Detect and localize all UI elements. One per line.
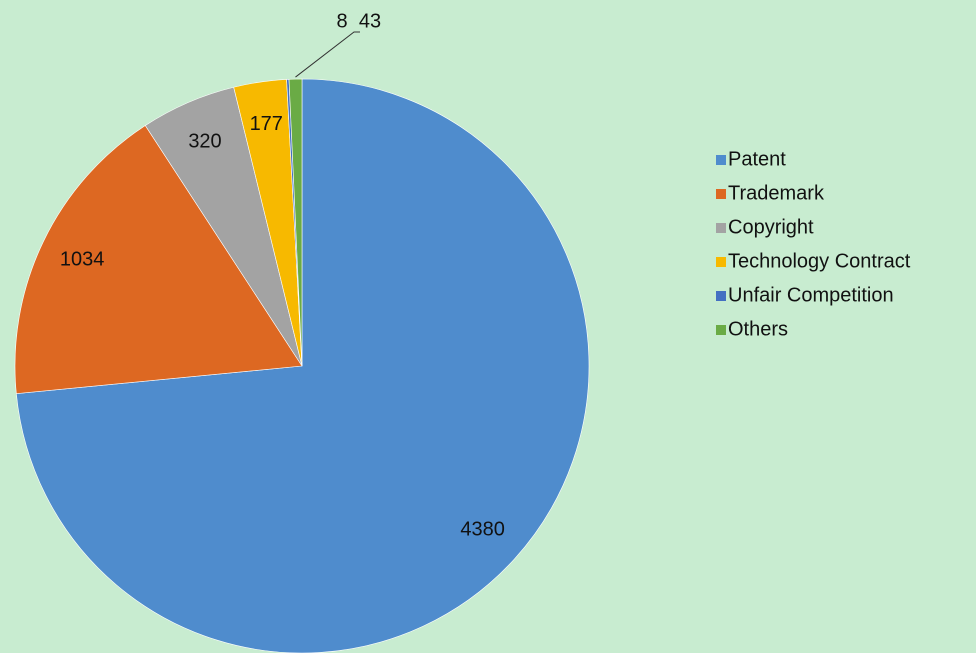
data-label: 177 xyxy=(250,113,283,135)
legend-label: Trademark xyxy=(728,182,825,204)
legend-label: Patent xyxy=(728,148,786,170)
leader-line xyxy=(295,31,360,78)
data-label: 8 xyxy=(336,10,347,32)
legend-label: Unfair Competition xyxy=(728,284,894,306)
legend-swatch xyxy=(716,155,726,165)
data-label: 320 xyxy=(188,130,221,152)
legend-swatch xyxy=(716,223,726,233)
pie-slice xyxy=(16,78,590,653)
pie-slice xyxy=(288,78,303,367)
legend-label: Copyright xyxy=(728,216,814,238)
data-label: 1034 xyxy=(60,249,105,271)
legend-label: Technology Contract xyxy=(728,250,911,272)
data-label: 4380 xyxy=(460,518,505,540)
legend-swatch xyxy=(716,189,726,199)
data-label: 43 xyxy=(359,10,381,32)
legend-label: Others xyxy=(728,318,788,340)
legend-swatch xyxy=(716,257,726,267)
legend-swatch xyxy=(716,291,726,301)
pie-slice xyxy=(14,125,303,394)
legend-swatch xyxy=(716,325,726,335)
